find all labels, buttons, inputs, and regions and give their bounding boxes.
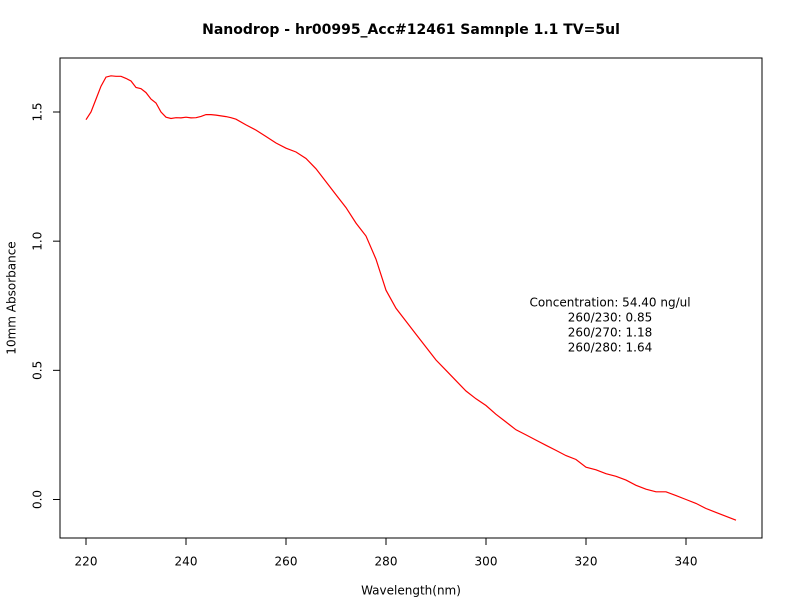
y-axis-label: 10mm Absorbance [5,241,19,354]
x-tick-label: 260 [275,555,298,569]
x-tick-label: 340 [675,555,698,569]
x-tick-label: 300 [475,555,498,569]
x-tick-label: 280 [375,555,398,569]
x-tick-label: 320 [575,555,598,569]
y-tick-label: 0.0 [31,490,45,509]
data-line [85,75,737,521]
annotation: Concentration: 54.40 ng/ul [529,296,690,310]
y-tick-label: 1.5 [31,102,45,121]
y-tick-label: 0.5 [31,361,45,380]
annotation: 260/270: 1.18 [568,326,652,340]
x-tick-label: 220 [75,555,98,569]
annotation: 260/230: 0.85 [568,311,652,325]
x-tick-label: 240 [175,555,198,569]
chart-title: Nanodrop - hr00995_Acc#12461 Samnple 1.1… [202,22,620,38]
y-tick-label: 1.0 [31,232,45,251]
annotation: 260/280: 1.64 [568,341,652,355]
x-axis-label: Wavelength(nm) [361,584,461,598]
